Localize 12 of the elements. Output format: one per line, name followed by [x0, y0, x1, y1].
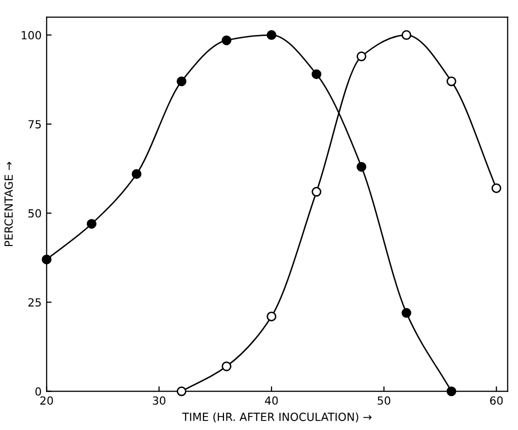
y-tick-label: 75 [28, 120, 41, 128]
x-axis-title: TIME (HR. AFTER INOCULATION) → [182, 412, 372, 422]
y-tick-label: 25 [28, 298, 41, 307]
y-tick-label: 0 [35, 387, 42, 396]
y-tick-label: 100 [22, 30, 42, 40]
x-tick-label: 60 [490, 396, 503, 405]
x-tick-label: 50 [378, 396, 390, 405]
x-tick-label: 40 [264, 396, 278, 405]
y-tick-label: 50 [28, 209, 42, 218]
x-tick-label: 20 [40, 396, 53, 405]
x-tick-label: 30 [152, 396, 166, 405]
y-axis-title: PERCENTAGE → [4, 162, 13, 246]
